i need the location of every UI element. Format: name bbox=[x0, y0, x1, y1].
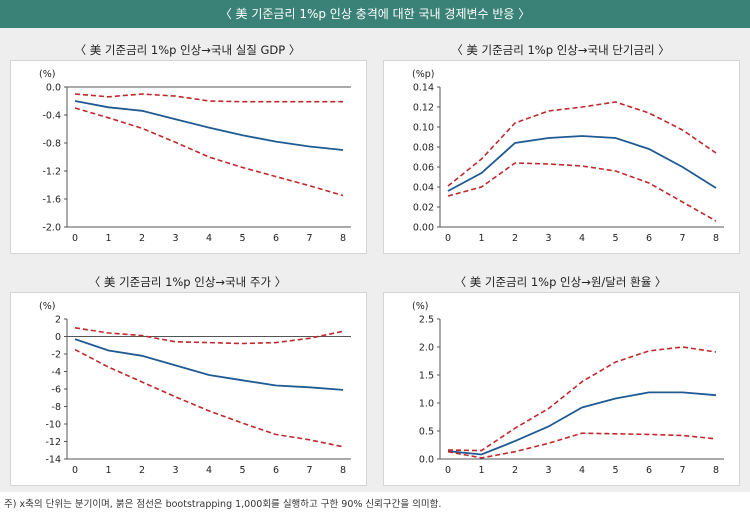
series-line-lower bbox=[74, 348, 344, 448]
chart-panel-short-rate: (%p) 0.14 0.12 0.10 0.08 0.06 0.04 0.02 0.00 0 1 2 3… bbox=[383, 60, 740, 254]
chart-grid: 〈 美 기준금리 1%p 인상→국내 실질 GDP 〉 (%) 0.0 -0.4 -0… bbox=[0, 28, 750, 492]
x-tick-label: 1 bbox=[478, 465, 484, 476]
series-line-upper bbox=[74, 93, 343, 103]
footnote: 주) x축의 단위는 분기이며, 붉은 점선은 bootstrapping 1,… bbox=[4, 499, 442, 510]
figure-header: 〈 美 기준금리 1%p 인상 충격에 대한 국내 경제변수 반응 〉 bbox=[0, 0, 750, 28]
y-tick-label: -14 bbox=[45, 455, 61, 466]
series-line-estimate bbox=[447, 391, 717, 456]
y-tick-label: 0.0 bbox=[419, 455, 434, 466]
chart-title-short-rate: 〈 美 기준금리 1%p 인상→국내 단기금리 〉 bbox=[451, 43, 670, 57]
y-unit-label: (%) bbox=[39, 69, 55, 80]
x-tick-label: 7 bbox=[306, 465, 312, 476]
y-tick-label: 0.08 bbox=[413, 143, 434, 154]
y-tick-label: 0.12 bbox=[413, 103, 434, 114]
y-tick-label: 0.00 bbox=[413, 223, 434, 234]
series-line-lower bbox=[447, 162, 717, 222]
x-tick-label: 2 bbox=[512, 233, 518, 244]
series-line-upper bbox=[74, 327, 344, 345]
x-tick-label: 6 bbox=[646, 465, 652, 476]
series-line-estimate bbox=[447, 135, 717, 192]
x-tick-label: 1 bbox=[478, 233, 484, 244]
series-line-estimate bbox=[74, 338, 344, 391]
series-line-lower bbox=[447, 432, 717, 459]
x-tick-label: 4 bbox=[579, 233, 585, 244]
x-tick-label: 5 bbox=[612, 233, 618, 244]
x-tick-label: 3 bbox=[172, 465, 178, 476]
chart-title-gdp: 〈 美 기준금리 1%p 인상→국내 실질 GDP 〉 bbox=[74, 43, 301, 57]
x-tick-label: 5 bbox=[239, 233, 245, 244]
chart-title-fx: 〈 美 기준금리 1%p 인상→원/달러 환율 〉 bbox=[454, 275, 667, 289]
y-tick-label: -2.0 bbox=[42, 223, 61, 234]
x-tick-label: 1 bbox=[105, 233, 111, 244]
y-tick-label: -6 bbox=[52, 385, 61, 396]
y-tick-label: -2 bbox=[52, 350, 61, 361]
y-tick-label: 0.14 bbox=[413, 83, 434, 94]
figure-title: 〈 美 기준금리 1%p 인상 충격에 대한 국내 경제변수 반응 〉 bbox=[219, 7, 531, 21]
x-tick-label: 3 bbox=[545, 233, 551, 244]
y-tick-label: 1.0 bbox=[419, 399, 434, 410]
y-tick-label: -1.6 bbox=[42, 195, 61, 206]
x-tick-label: 0 bbox=[72, 465, 78, 476]
x-tick-label: 8 bbox=[713, 233, 719, 244]
y-tick-label: 2.5 bbox=[419, 315, 434, 326]
series-line-upper bbox=[447, 346, 717, 452]
y-tick-label: 0.04 bbox=[413, 183, 434, 194]
y-tick-label: 0.10 bbox=[413, 123, 434, 134]
x-tick-label: 0 bbox=[72, 233, 78, 244]
chart-panel-stock: (%) 2 0 -2 -4 -6 -8 -10 -12 -14 0 1 2 3 4 5 6 7 8 bbox=[10, 292, 367, 486]
y-tick-label: -0.4 bbox=[42, 111, 61, 122]
chart-short-rate: (%p) 0.14 0.12 0.10 0.08 0.06 0.04 0.02 0.00 0 1 2 3… bbox=[412, 69, 724, 244]
y-tick-label: -10 bbox=[45, 420, 61, 431]
chart-stock: (%)20-2-4-6-8-10-12-140 1 2 3 4 5 6 7 8 bbox=[39, 301, 351, 476]
y-tick-label: 2.0 bbox=[419, 343, 434, 354]
y-tick-label: 2 bbox=[55, 315, 61, 326]
y-unit-label: (%) bbox=[39, 301, 55, 312]
x-tick-label: 5 bbox=[612, 465, 618, 476]
series-line-lower bbox=[74, 107, 344, 197]
x-tick-label: 6 bbox=[273, 233, 279, 244]
x-tick-label: 4 bbox=[206, 465, 212, 476]
x-tick-label: 0 bbox=[445, 233, 451, 244]
x-tick-label: 7 bbox=[679, 465, 685, 476]
y-tick-label: 0.02 bbox=[413, 203, 434, 214]
chart-panel-gdp: (%) 0.0 -0.4 -0.8 -1.2 -1.6 -2.0 0 1 2 3 4 5 6 7 8 bbox=[10, 60, 367, 254]
y-tick-label: 1.5 bbox=[419, 371, 434, 382]
x-tick-label: 7 bbox=[679, 233, 685, 244]
y-tick-label: 0 bbox=[55, 332, 61, 343]
x-tick-label: 2 bbox=[512, 465, 518, 476]
x-tick-label: 0 bbox=[445, 465, 451, 476]
y-tick-label: -8 bbox=[52, 402, 61, 413]
x-tick-label: 7 bbox=[306, 233, 312, 244]
y-tick-label: 0.5 bbox=[419, 427, 434, 438]
y-unit-label: (%) bbox=[412, 301, 428, 312]
x-tick-label: 3 bbox=[545, 465, 551, 476]
y-tick-label: -1.2 bbox=[42, 167, 61, 178]
x-tick-label: 2 bbox=[139, 233, 145, 244]
x-tick-label: 4 bbox=[579, 465, 585, 476]
chart-panel-fx: (%) 2.5 2.0 1.5 1.0 0.5 0.0 0 1 2 3 4 5 6 7 8 bbox=[383, 292, 740, 486]
x-tick-label: 2 bbox=[139, 465, 145, 476]
series-line-estimate bbox=[74, 100, 344, 151]
x-tick-label: 8 bbox=[713, 465, 719, 476]
y-tick-label: -0.8 bbox=[42, 139, 61, 150]
x-tick-label: 8 bbox=[340, 465, 346, 476]
chart-gdp: (%) 0.0 -0.4 -0.8 -1.2 -1.6 -2.0 0 1 2 3 4 5 6 7 8 bbox=[39, 69, 351, 244]
y-tick-label: -12 bbox=[45, 437, 61, 448]
chart-title-stock: 〈 美 기준금리 1%p 인상→국내 주가 〉 bbox=[88, 275, 287, 289]
chart-fx: (%) 2.5 2.0 1.5 1.0 0.5 0.0 0 1 2 3 4 5 6 7 8 bbox=[412, 301, 724, 476]
x-tick-label: 8 bbox=[340, 233, 346, 244]
x-tick-label: 5 bbox=[239, 465, 245, 476]
y-tick-label: 0.0 bbox=[46, 83, 61, 94]
y-tick-label: -4 bbox=[52, 367, 61, 378]
x-tick-label: 6 bbox=[273, 465, 279, 476]
series-line-upper bbox=[447, 101, 717, 187]
y-tick-label: 0.06 bbox=[413, 163, 434, 174]
x-tick-label: 3 bbox=[172, 233, 178, 244]
x-tick-label: 4 bbox=[206, 233, 212, 244]
x-tick-label: 1 bbox=[105, 465, 111, 476]
y-unit-label: (%p) bbox=[412, 69, 434, 80]
x-tick-label: 6 bbox=[646, 233, 652, 244]
